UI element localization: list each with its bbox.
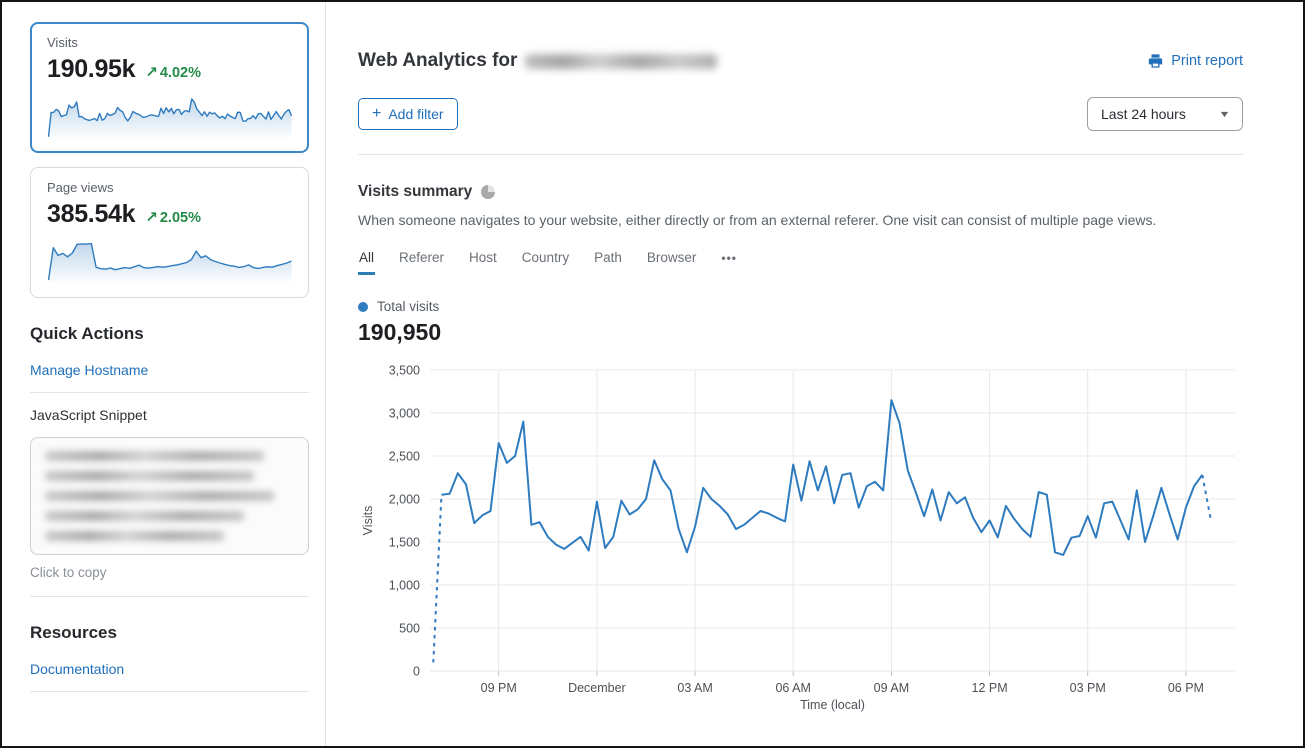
visits-summary-description: When someone navigates to your website, … (358, 212, 1157, 228)
tab-all[interactable]: All (358, 250, 376, 275)
page-title: Web Analytics for (358, 50, 718, 72)
js-snippet-label: JavaScript Snippet (30, 407, 147, 423)
svg-text:1,500: 1,500 (389, 536, 420, 550)
js-snippet-box[interactable] (30, 437, 309, 555)
chart-legend: Total visits (358, 299, 1243, 314)
tab-path[interactable]: Path (593, 250, 623, 275)
svg-text:09 PM: 09 PM (481, 681, 517, 695)
svg-text:2,000: 2,000 (389, 493, 420, 507)
visits-summary-title: Visits summary (358, 183, 473, 200)
visits-card-delta: ↗ 4.02% (145, 64, 201, 81)
visits-line-chart-svg: 0 500 1,000 1,500 2,000 2,500 3,000 3,500 09 PM D… (361, 364, 1235, 712)
svg-text:1,000: 1,000 (389, 579, 420, 593)
svg-text:500: 500 (399, 622, 420, 636)
pageviews-metric-card[interactable]: Page views 385.54k ↗ 2.05% (30, 167, 309, 298)
resources-heading: Resources (30, 623, 117, 642)
pie-chart-icon (481, 185, 496, 199)
sidebar: Visits 190.95k ↗ 4.02% Page views 385.54k… (2, 2, 326, 746)
redacted-code-line (45, 451, 265, 461)
svg-text:3,000: 3,000 (389, 407, 420, 421)
svg-text:December: December (568, 681, 626, 695)
svg-text:03 AM: 03 AM (677, 681, 712, 695)
divider (30, 691, 309, 692)
svg-text:06 AM: 06 AM (775, 681, 810, 695)
legend-label: Total visits (377, 299, 440, 314)
divider (30, 392, 309, 393)
trend-up-icon: ↗ (145, 209, 158, 226)
quick-actions-heading: Quick Actions (30, 324, 144, 343)
add-filter-button[interactable]: + Add filter (358, 98, 458, 130)
legend-dot-icon (358, 301, 368, 312)
summary-tabs: All Referer Host Country Path Browser ••… (358, 250, 1243, 275)
tab-referer[interactable]: Referer (398, 250, 445, 275)
time-range-dropdown[interactable]: Last 24 hours ▼ (1087, 97, 1243, 131)
visits-card-value: 190.95k (47, 55, 136, 83)
visits-card-label: Visits (47, 35, 78, 50)
redacted-code-line (45, 471, 255, 481)
svg-text:06 PM: 06 PM (1168, 681, 1204, 695)
total-visits-value: 190,950 (358, 319, 442, 345)
svg-text:09 AM: 09 AM (874, 681, 909, 695)
documentation-link[interactable]: Documentation (30, 661, 125, 677)
svg-text:03 PM: 03 PM (1070, 681, 1106, 695)
svg-text:2,500: 2,500 (389, 450, 420, 464)
tab-host[interactable]: Host (468, 250, 498, 275)
divider (30, 596, 309, 597)
printer-icon (1149, 54, 1163, 68)
tab-more[interactable]: ••• (720, 251, 738, 275)
visits-line-chart: 0 500 1,000 1,500 2,000 2,500 3,000 3,500 09 PM D… (358, 360, 1243, 721)
redacted-code-line (45, 511, 245, 521)
pageviews-card-value: 385.54k (47, 200, 136, 228)
pageviews-sparkline-chart (47, 243, 292, 285)
svg-text:Visits: Visits (361, 506, 375, 536)
plus-icon: + (372, 105, 382, 122)
pageviews-card-delta: ↗ 2.05% (145, 209, 201, 226)
main-content: Web Analytics for Print report + Add fil… (326, 2, 1303, 746)
svg-text:12 PM: 12 PM (972, 681, 1008, 695)
manage-hostname-link[interactable]: Manage Hostname (30, 362, 149, 378)
chevron-down-icon: ▼ (1218, 109, 1231, 119)
site-domain-redacted (525, 53, 718, 69)
trend-up-icon: ↗ (145, 64, 158, 81)
tab-browser[interactable]: Browser (646, 250, 698, 275)
svg-text:0: 0 (413, 665, 420, 679)
visits-sparkline-chart (47, 98, 293, 140)
divider (358, 154, 1243, 155)
print-report-link[interactable]: Print report (1147, 53, 1243, 69)
visits-metric-card[interactable]: Visits 190.95k ↗ 4.02% (30, 22, 309, 153)
click-to-copy-hint: Click to copy (30, 565, 107, 580)
svg-text:3,500: 3,500 (389, 364, 420, 378)
svg-text:Time (local): Time (local) (800, 698, 865, 712)
tab-country[interactable]: Country (521, 250, 570, 275)
pageviews-card-label: Page views (47, 180, 114, 195)
redacted-code-line (45, 491, 275, 501)
redacted-code-line (45, 531, 225, 541)
